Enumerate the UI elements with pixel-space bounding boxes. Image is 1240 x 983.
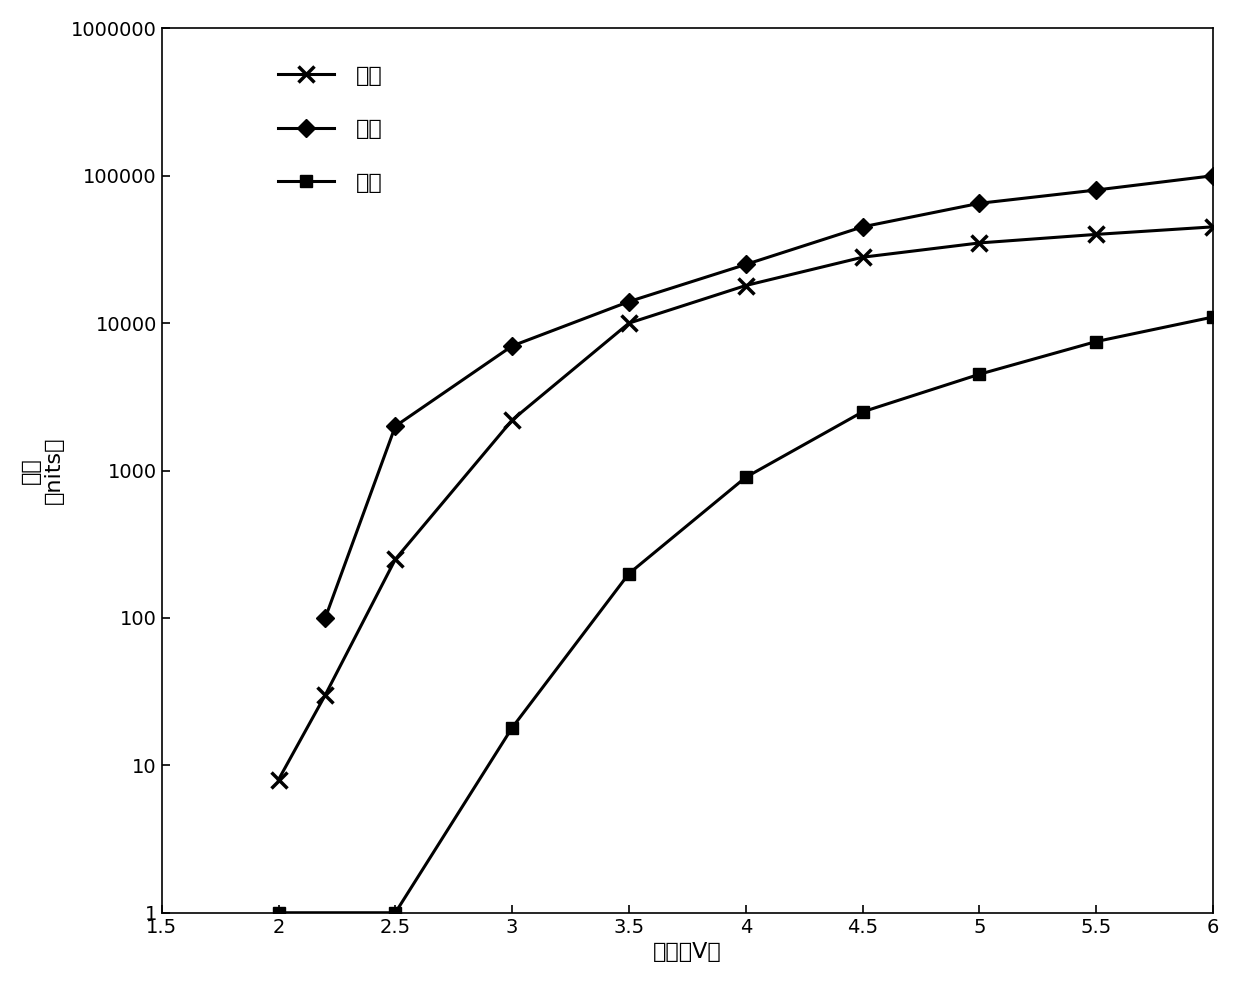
X-axis label: 电压（V）: 电压（V） [653,942,722,962]
Line: 红色: 红色 [270,219,1220,787]
蓝色 [1205,312,1220,323]
蓝色 [272,907,286,919]
蓝色 [388,907,403,919]
Y-axis label: 亮度
（nits）: 亮度 （nits） [21,436,64,504]
红色 [972,237,987,249]
红色 [388,553,403,565]
红色 [621,318,636,329]
Line: 绿色: 绿色 [319,169,1219,624]
绿色 [1205,170,1220,182]
红色 [1205,221,1220,233]
绿色 [856,221,870,233]
绿色 [505,340,520,352]
红色 [505,414,520,426]
绿色 [621,296,636,308]
Legend: 红色, 绿色, 蓝色: 红色, 绿色, 蓝色 [278,66,382,193]
蓝色 [621,567,636,579]
蓝色 [856,406,870,418]
蓝色 [738,472,753,484]
红色 [272,774,286,785]
绿色 [388,421,403,433]
蓝色 [972,369,987,380]
绿色 [972,198,987,209]
红色 [738,279,753,291]
Line: 蓝色: 蓝色 [273,311,1219,919]
蓝色 [505,722,520,733]
红色 [1089,228,1104,240]
红色 [317,689,332,701]
红色 [856,252,870,263]
绿色 [317,612,332,624]
绿色 [738,259,753,270]
蓝色 [1089,335,1104,347]
绿色 [1089,184,1104,196]
